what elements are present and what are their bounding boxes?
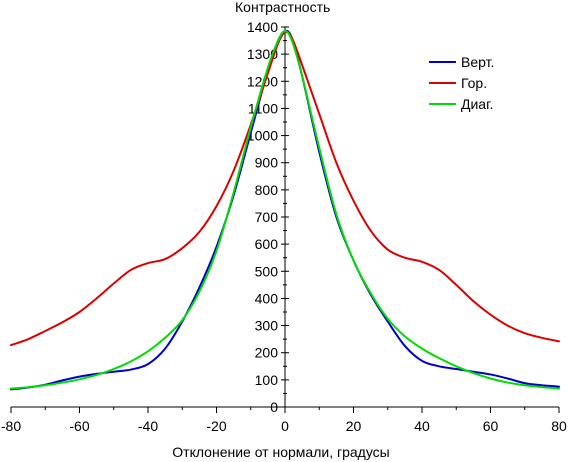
y-tick-label: 1100 (248, 100, 278, 116)
x-tick-label: 40 (414, 418, 430, 434)
x-tick-label: -80 (1, 418, 21, 434)
y-tick-label: 500 (255, 263, 279, 279)
x-tick-label: 60 (483, 418, 499, 434)
x-tick-label: 0 (281, 418, 289, 434)
legend-label: Диаг. (461, 96, 493, 112)
x-tick-label: -20 (206, 418, 226, 434)
legend-label: Верт. (461, 54, 494, 70)
y-tick-label: 900 (255, 155, 279, 171)
series-line-hor (10, 31, 560, 347)
x-tick-label: 80 (551, 418, 567, 434)
x-tick-label: 20 (346, 418, 362, 434)
y-tick-label: 1000 (247, 128, 278, 144)
series-lines (10, 29, 560, 391)
x-tick-label: -60 (69, 418, 89, 434)
y-tick-label: 200 (255, 345, 279, 361)
legend-label: Гор. (461, 75, 487, 91)
y-tick-label: 1200 (247, 73, 278, 89)
y-tick-label: 100 (255, 372, 279, 388)
y-tick-label: 1400 (247, 19, 278, 35)
y-tick-label: 0 (270, 399, 278, 415)
y-tick-label: 700 (255, 209, 279, 225)
y-axis-title: Контрастность (235, 0, 330, 15)
y-tick-label: 400 (255, 290, 279, 306)
y-tick-label: 300 (255, 318, 279, 334)
y-tick-label: 600 (255, 236, 279, 252)
x-axis-title: Отклонение от нормали, градусы (172, 444, 389, 460)
legend: Верт. Гор. Диаг. (429, 54, 494, 112)
series-line-diag (10, 30, 560, 390)
y-tick-label: 800 (255, 182, 279, 198)
x-tick-label: -40 (138, 418, 158, 434)
ticks: -80 -60 -40 -20 0 20 40 60 800100200300400500600… (1, 19, 567, 434)
